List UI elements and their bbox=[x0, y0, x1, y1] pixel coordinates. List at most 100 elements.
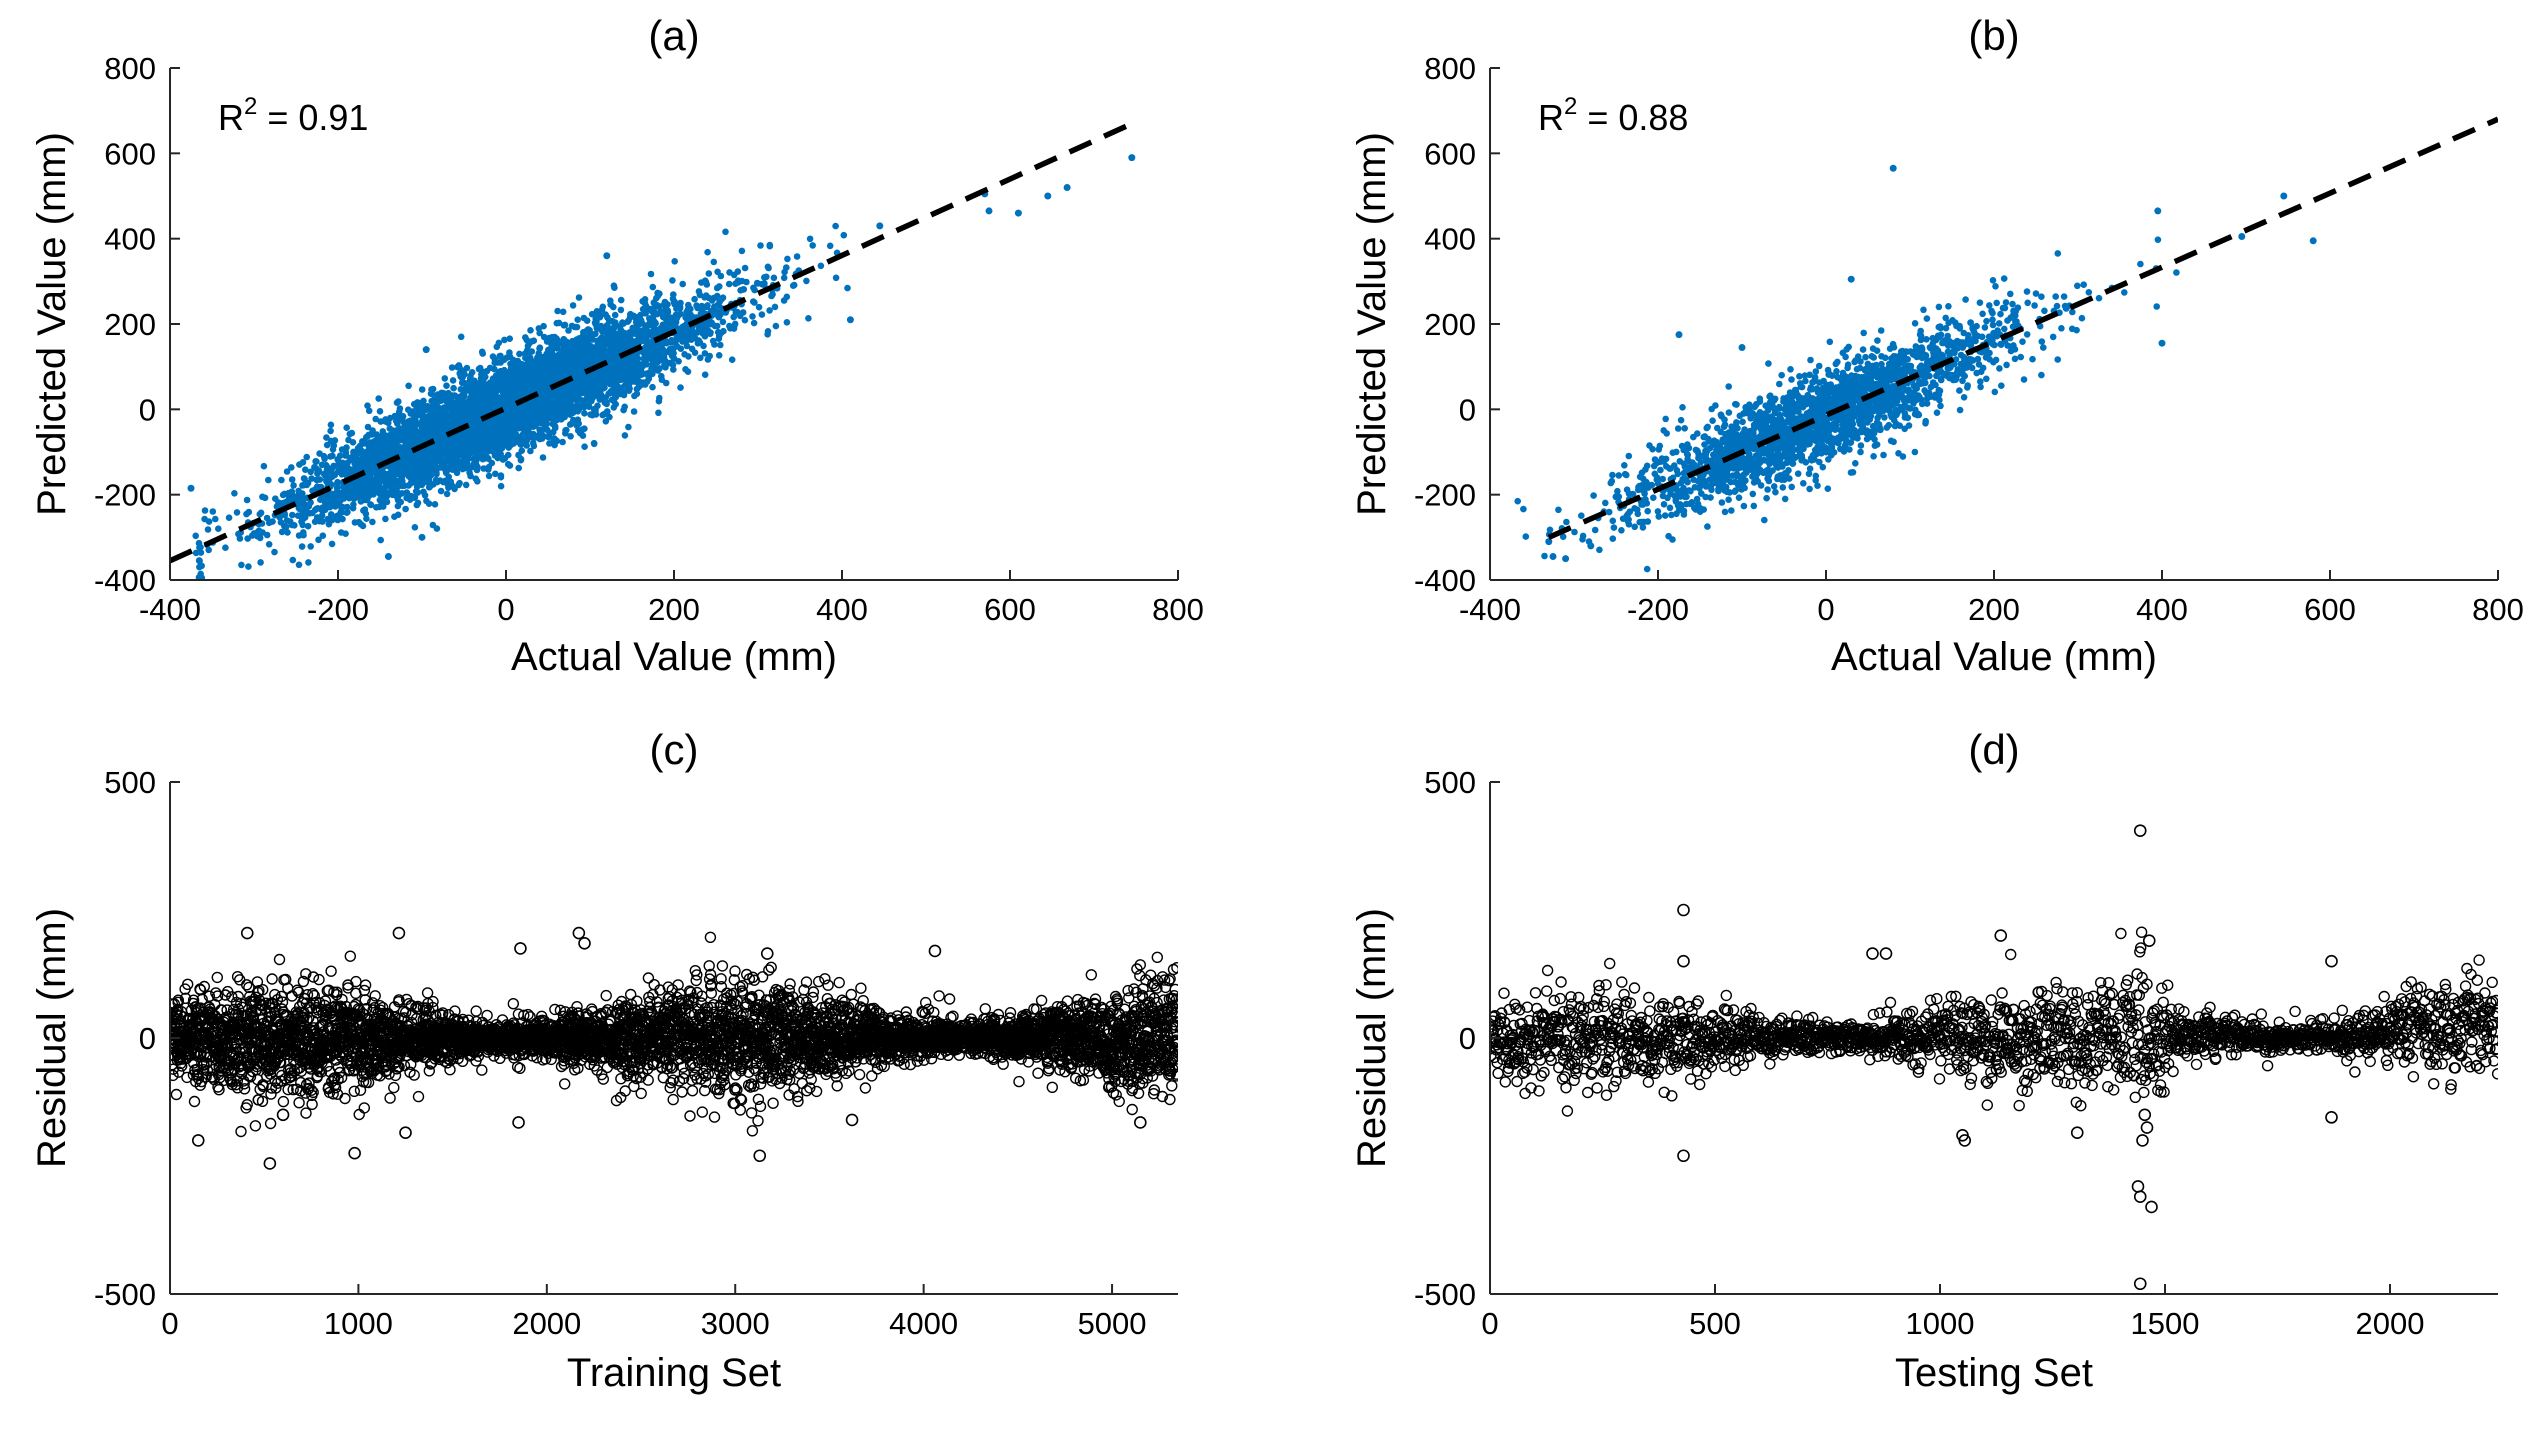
data-point bbox=[522, 409, 529, 417]
data-point bbox=[658, 372, 665, 380]
data-point bbox=[750, 319, 758, 327]
data-point bbox=[570, 361, 578, 369]
data-point bbox=[295, 561, 303, 569]
data-point bbox=[497, 482, 505, 490]
data-point bbox=[351, 519, 359, 526]
data-point bbox=[317, 496, 324, 504]
data-point bbox=[722, 228, 729, 236]
data-point bbox=[677, 345, 685, 353]
data-point bbox=[357, 521, 365, 528]
data-point bbox=[364, 402, 371, 410]
data-point bbox=[288, 464, 295, 471]
data-point bbox=[510, 429, 517, 436]
data-point bbox=[702, 292, 710, 299]
data-point bbox=[205, 546, 212, 554]
data-point bbox=[696, 339, 704, 346]
data-point bbox=[448, 364, 456, 371]
data-point bbox=[460, 392, 468, 399]
data-point bbox=[645, 305, 653, 313]
data-point bbox=[701, 371, 709, 379]
data-point bbox=[522, 354, 529, 362]
data-point bbox=[647, 355, 654, 362]
data-point bbox=[691, 329, 698, 337]
data-point bbox=[356, 442, 364, 450]
data-point bbox=[647, 329, 655, 336]
data-point bbox=[645, 369, 653, 377]
data-point bbox=[494, 454, 502, 462]
data-point bbox=[516, 350, 523, 358]
data-point bbox=[245, 508, 253, 516]
data-point bbox=[677, 299, 684, 307]
data-point bbox=[460, 410, 467, 418]
data-point bbox=[840, 231, 848, 239]
data-point bbox=[667, 314, 675, 322]
data-point bbox=[481, 454, 489, 461]
data-point bbox=[334, 480, 341, 488]
data-point bbox=[602, 379, 609, 387]
data-point bbox=[679, 280, 686, 288]
data-point bbox=[405, 492, 413, 499]
data-point bbox=[656, 303, 663, 310]
data-point bbox=[715, 335, 723, 343]
data-point bbox=[741, 264, 749, 272]
data-point bbox=[612, 400, 619, 408]
data-point bbox=[563, 426, 570, 434]
data-point bbox=[539, 454, 547, 461]
data-point bbox=[327, 511, 335, 518]
data-point bbox=[603, 400, 610, 408]
data-point bbox=[536, 426, 543, 434]
data-point bbox=[598, 306, 606, 314]
data-point bbox=[481, 384, 489, 392]
data-point bbox=[649, 283, 657, 291]
data-point bbox=[321, 497, 329, 504]
data-point bbox=[323, 434, 330, 441]
data-point bbox=[313, 458, 320, 465]
data-point bbox=[457, 402, 465, 410]
data-point bbox=[501, 336, 508, 344]
data-point bbox=[402, 505, 409, 513]
data-point bbox=[260, 462, 268, 470]
data-point bbox=[327, 421, 335, 429]
data-point bbox=[466, 469, 473, 477]
data-point bbox=[299, 459, 307, 466]
data-point bbox=[661, 349, 669, 356]
data-point bbox=[697, 354, 704, 362]
data-point bbox=[433, 402, 441, 409]
data-point bbox=[412, 436, 419, 443]
data-point bbox=[566, 402, 573, 410]
data-point bbox=[603, 341, 611, 348]
data-point bbox=[500, 373, 508, 381]
data-point bbox=[323, 441, 331, 449]
data-point bbox=[478, 389, 485, 396]
data-point bbox=[639, 305, 647, 313]
data-point bbox=[303, 453, 311, 461]
data-point bbox=[683, 342, 691, 350]
data-point bbox=[780, 274, 788, 282]
data-point bbox=[477, 446, 484, 453]
data-point bbox=[669, 346, 677, 354]
data-point bbox=[443, 382, 450, 390]
data-point bbox=[307, 468, 315, 476]
data-point bbox=[809, 242, 816, 249]
data-point bbox=[323, 470, 331, 477]
data-point bbox=[261, 494, 269, 502]
data-point bbox=[515, 464, 522, 472]
data-point bbox=[758, 311, 766, 318]
data-point bbox=[455, 362, 463, 369]
data-point bbox=[581, 443, 588, 451]
data-point bbox=[283, 468, 291, 475]
data-point bbox=[684, 306, 692, 313]
data-point bbox=[460, 454, 468, 462]
data-point bbox=[212, 515, 219, 523]
data-point bbox=[478, 348, 486, 356]
data-point bbox=[695, 288, 703, 295]
data-point bbox=[291, 522, 298, 529]
data-point bbox=[427, 416, 435, 423]
data-point bbox=[493, 343, 501, 351]
data-point bbox=[288, 476, 296, 483]
data-point bbox=[445, 398, 453, 406]
data-point bbox=[643, 332, 650, 340]
data-point bbox=[453, 469, 461, 477]
data-point bbox=[705, 270, 713, 277]
data-point bbox=[363, 515, 370, 522]
